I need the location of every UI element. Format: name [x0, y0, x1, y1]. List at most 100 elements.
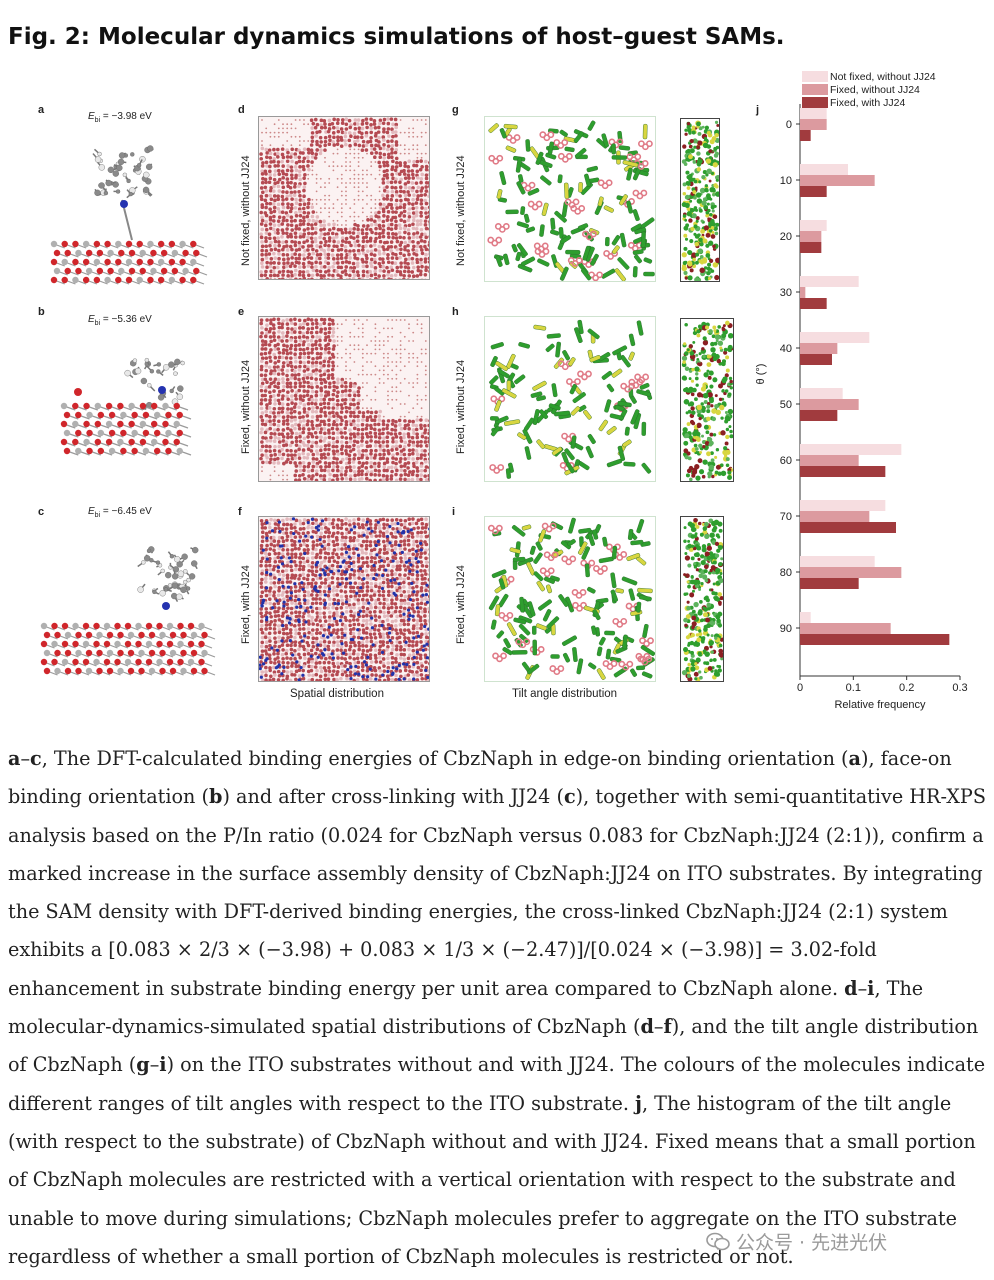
molecule-dot [420, 232, 424, 237]
ring [498, 395, 506, 403]
molecule-dot [369, 605, 374, 610]
molecule-dot [360, 668, 365, 673]
atom [117, 402, 124, 410]
molecule-dot [318, 252, 323, 257]
molecule-dot [428, 573, 429, 576]
molecule-dot [311, 251, 316, 256]
molecule-dot [268, 422, 273, 427]
molecule-dot [407, 548, 412, 553]
molecule-dot [364, 260, 369, 264]
figure-title: Fig. 2: Molecular dynamics simulations o… [8, 24, 785, 50]
molecule-dot [281, 539, 286, 544]
molecule-dot [339, 605, 344, 610]
molecule-dot [280, 325, 284, 330]
row-label-f: Fixed, with JJ24 [240, 565, 252, 644]
molecule-dot [276, 194, 280, 199]
molecule-dot [286, 326, 290, 331]
molecule-dot [420, 597, 424, 602]
molecule-dot [322, 401, 327, 406]
molecule-dot [332, 452, 336, 456]
molecule-dot [344, 436, 349, 440]
molecule-dot [385, 577, 390, 582]
molecule-dot [327, 373, 331, 378]
molecule-dot [352, 669, 357, 674]
molecule-dot [373, 248, 378, 252]
ring-stack [622, 439, 632, 448]
molecule-dot [330, 231, 335, 236]
molecule-dot [374, 656, 378, 660]
molecule-dot [264, 205, 268, 210]
molecule-dot [424, 226, 429, 231]
molecule-dot [267, 631, 272, 636]
molecule-dot [377, 651, 382, 656]
atom [105, 438, 113, 446]
molecule-dot [373, 468, 378, 473]
molecule-dot [381, 135, 386, 139]
molecule-dot [364, 461, 369, 465]
molecule-dot [340, 380, 345, 385]
molecule-dot [264, 627, 268, 631]
molecule-dot [298, 573, 302, 578]
molecule-dot [357, 386, 361, 390]
molecule-dot [281, 631, 286, 636]
molecule-dot [355, 135, 360, 139]
ring-stack [632, 209, 640, 222]
atom [168, 240, 176, 248]
molecule-dot [264, 652, 269, 656]
molecule-dot [352, 457, 356, 461]
ring-stack [537, 258, 550, 267]
molecule-dot [428, 240, 429, 244]
molecule-dot [423, 219, 428, 223]
ring-stack [624, 426, 630, 436]
molecule-dot [285, 670, 290, 674]
jj24-dot [347, 555, 351, 559]
molecule-dot [336, 248, 341, 252]
atom [117, 420, 124, 428]
cbznaph-molecule [564, 198, 580, 209]
molecule-dot [410, 477, 415, 481]
molecule-dot [373, 453, 378, 457]
molecule-dot [424, 185, 428, 189]
molecule-dot [352, 469, 357, 474]
molecule-dot [281, 372, 285, 376]
molecule-dot [369, 222, 374, 227]
ring-stack [524, 446, 532, 460]
molecule-dot [345, 456, 349, 461]
molecule-dot [281, 428, 286, 432]
atom [108, 447, 116, 455]
atom [72, 622, 79, 630]
jj24-dot [370, 616, 374, 620]
molecule-dot [277, 630, 282, 635]
molecule-dot [382, 626, 387, 631]
molecule-dot [306, 367, 310, 372]
molecule-dot [360, 655, 364, 660]
molecule-dot [361, 648, 366, 653]
molecule-dot [285, 218, 289, 223]
molecule-dot [302, 334, 306, 339]
atom [173, 420, 180, 428]
molecule-dot [259, 585, 264, 589]
molecule-dot [297, 247, 302, 252]
molecule-dot [318, 555, 323, 560]
molecule-dot [360, 135, 364, 140]
molecule-dot [382, 547, 387, 552]
molecule-dot [311, 474, 315, 478]
molecule-dot [282, 531, 286, 535]
jj24-dot [415, 650, 419, 654]
spatial-distribution-d [258, 116, 430, 280]
molecule-dot [411, 451, 415, 456]
molecule-dot [414, 253, 419, 257]
ring-stack [618, 145, 631, 151]
molecule-dot [427, 172, 429, 177]
molecule-dot [322, 639, 327, 644]
molecule-dot [307, 252, 311, 257]
ring-stack [632, 166, 642, 181]
atom [176, 593, 183, 601]
molecule-dot [285, 168, 290, 173]
molecule-dot [381, 431, 385, 436]
molecule-dot [323, 677, 328, 681]
molecule-dot [293, 402, 298, 406]
atom [97, 151, 102, 157]
molecule-dot [276, 180, 280, 185]
molecule-dot [277, 321, 281, 326]
